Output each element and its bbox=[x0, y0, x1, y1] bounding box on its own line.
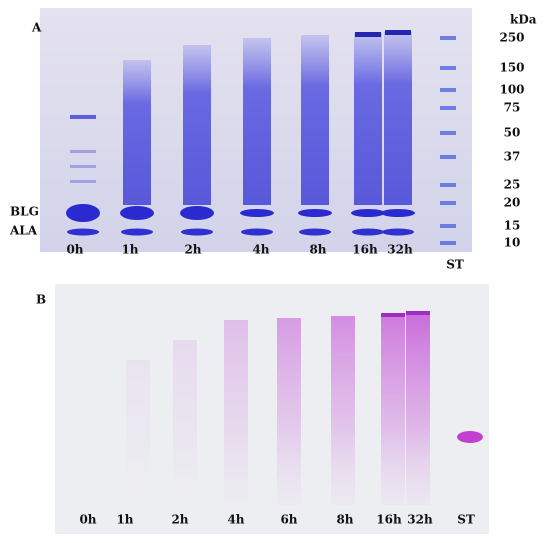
marker-band bbox=[440, 88, 456, 92]
marker-band bbox=[440, 224, 456, 228]
ala-band bbox=[67, 228, 99, 236]
smear bbox=[126, 360, 150, 505]
lane-label: 32h bbox=[387, 243, 413, 257]
marker-band bbox=[440, 66, 456, 70]
ala-band bbox=[241, 228, 273, 236]
lane-label: ST bbox=[446, 258, 464, 272]
smear bbox=[406, 312, 430, 505]
blg-band bbox=[381, 209, 415, 217]
marker-band bbox=[440, 201, 456, 205]
lane-label: ST bbox=[457, 513, 475, 527]
smear bbox=[173, 340, 197, 505]
lane-label: 8h bbox=[336, 513, 353, 527]
band bbox=[70, 180, 96, 183]
marker-band bbox=[440, 155, 456, 159]
smear bbox=[277, 318, 301, 505]
lane-label: 16h bbox=[352, 243, 378, 257]
marker-label: 75 bbox=[504, 101, 521, 115]
smear bbox=[301, 35, 329, 205]
smear bbox=[243, 38, 271, 205]
lane-label: 6h bbox=[280, 513, 297, 527]
lane-label: 16h bbox=[376, 513, 402, 527]
st-band bbox=[457, 431, 483, 443]
ala-band bbox=[121, 228, 153, 236]
smear bbox=[384, 32, 412, 205]
lane-label: 4h bbox=[227, 513, 244, 527]
lane-label: 2h bbox=[171, 513, 188, 527]
band-label: BLG bbox=[10, 205, 39, 219]
lane-label: 1h bbox=[121, 243, 138, 257]
lane-label: 32h bbox=[407, 513, 433, 527]
lane-label: 1h bbox=[116, 513, 133, 527]
ala-band bbox=[299, 228, 331, 236]
marker-band bbox=[440, 131, 456, 135]
marker-label: 150 bbox=[499, 61, 524, 75]
gel-a bbox=[40, 8, 472, 252]
ala-band bbox=[352, 228, 384, 236]
band bbox=[70, 165, 96, 168]
marker-band bbox=[440, 36, 456, 40]
band-label: ALA bbox=[9, 224, 38, 238]
blg-band bbox=[298, 209, 332, 217]
marker-label: 100 bbox=[499, 83, 524, 97]
band bbox=[70, 115, 96, 119]
smear bbox=[123, 60, 151, 205]
blg-band bbox=[66, 204, 100, 222]
marker-band bbox=[440, 241, 456, 245]
smear bbox=[183, 45, 211, 205]
marker-label: 10 bbox=[504, 236, 521, 250]
marker-label: 25 bbox=[504, 178, 521, 192]
blg-band bbox=[351, 209, 385, 217]
band bbox=[70, 150, 96, 153]
blg-band bbox=[240, 209, 274, 217]
panel-label: A bbox=[31, 21, 42, 35]
panel-label: B bbox=[36, 293, 46, 307]
blg-band bbox=[120, 206, 154, 220]
lane-label: 0h bbox=[66, 243, 83, 257]
marker-label: 50 bbox=[504, 126, 521, 140]
marker-label: 250 bbox=[499, 31, 524, 45]
marker-label: 20 bbox=[504, 196, 521, 210]
blg-band bbox=[180, 206, 214, 220]
lane-label: 8h bbox=[309, 243, 326, 257]
top-band bbox=[355, 32, 381, 37]
ala-band bbox=[382, 228, 414, 236]
marker-band bbox=[440, 183, 456, 187]
smear bbox=[381, 313, 405, 505]
smear bbox=[331, 316, 355, 505]
lane-label: 0h bbox=[79, 513, 96, 527]
top-band bbox=[385, 30, 411, 35]
marker-label: 37 bbox=[504, 150, 521, 164]
top-band bbox=[381, 313, 405, 317]
marker-label: 15 bbox=[504, 219, 521, 233]
lane-label: 2h bbox=[184, 243, 201, 257]
smear bbox=[354, 33, 382, 205]
smear bbox=[224, 320, 248, 505]
gel-b bbox=[55, 284, 489, 534]
ala-band bbox=[181, 228, 213, 236]
marker-band bbox=[440, 106, 456, 110]
unit-label: kDa bbox=[510, 13, 537, 27]
lane-label: 4h bbox=[252, 243, 269, 257]
top-band bbox=[406, 311, 430, 315]
